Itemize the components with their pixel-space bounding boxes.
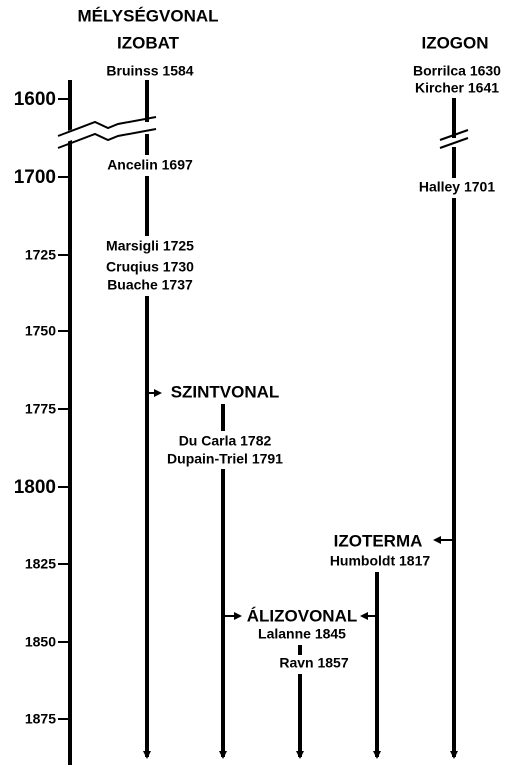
entry: Kircher 1641: [415, 80, 499, 96]
entry: Borrilca 1630: [413, 63, 501, 79]
entry: Buache 1737: [107, 277, 193, 293]
lineage-lines: [143, 80, 458, 759]
column-heading: IZOGON: [421, 33, 488, 52]
year-label: 1600: [14, 89, 56, 110]
column-heading: ÁLIZOVONAL: [247, 606, 358, 625]
year-label: 1875: [25, 711, 56, 727]
year-label: 1825: [25, 556, 56, 572]
entry: Cruqius 1730: [106, 259, 194, 275]
entry: Bruinss 1584: [106, 63, 193, 79]
entry: Ravn 1857: [279, 655, 348, 671]
column-subheading: IZOBAT: [117, 33, 180, 52]
entry: Ancelin 1697: [107, 157, 193, 173]
year-label: 1775: [25, 401, 56, 417]
year-label: 1850: [25, 634, 56, 650]
axis-break: [56, 116, 470, 149]
entry: Lalanne 1845: [258, 626, 346, 642]
time-axis: 1600 1700 1725 1750 1775 1800 1825 1850 …: [14, 80, 72, 765]
entry: Humboldt 1817: [330, 553, 431, 569]
column-heading: MÉLYSÉGVONAL: [77, 6, 218, 25]
year-label: 1800: [14, 477, 56, 498]
entry: Du Carla 1782: [179, 433, 272, 449]
column-heading: IZOTERMA: [334, 531, 423, 550]
year-label: 1725: [25, 247, 56, 263]
entry: Halley 1701: [419, 179, 495, 195]
entry: Marsigli 1725: [106, 238, 194, 254]
column-heading: SZINTVONAL: [171, 382, 280, 401]
year-label: 1700: [14, 167, 56, 188]
entry: Dupain-Triel 1791: [167, 451, 283, 467]
year-label: 1750: [25, 323, 56, 339]
